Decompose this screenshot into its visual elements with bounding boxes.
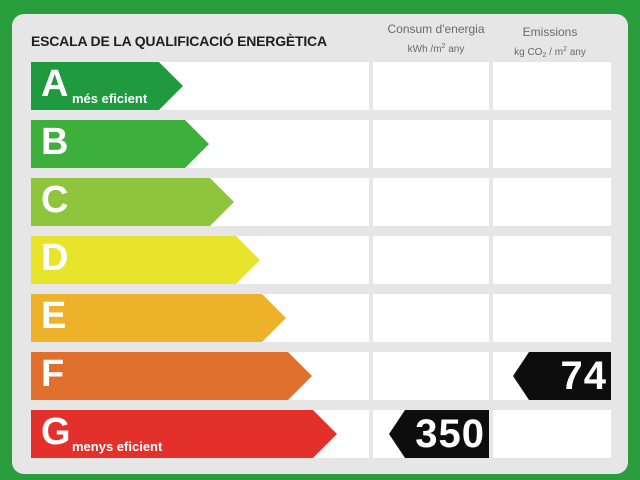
consum-column-header: Consum d'energia kWh /m2 any xyxy=(364,22,508,57)
emissions-value-badge: 74 xyxy=(513,352,611,400)
rating-arrow-c: C xyxy=(31,178,234,226)
emissions-title: Emissions xyxy=(522,25,578,39)
rating-arrow-e: E xyxy=(31,294,286,342)
emissions-value: 74 xyxy=(560,354,607,398)
rating-letter: D xyxy=(41,237,69,279)
rating-letter: G xyxy=(41,411,71,453)
consum-cell xyxy=(373,120,489,168)
emissions-unit: kg CO2 / m2 any xyxy=(514,46,586,59)
consum-value-badge: 350 xyxy=(389,410,489,458)
consum-cell xyxy=(373,62,489,110)
consum-cell xyxy=(373,352,489,400)
rating-label: menys eficient xyxy=(72,439,163,454)
emissions-cell xyxy=(493,178,611,226)
consum-unit: kWh /m2 any xyxy=(407,43,465,55)
rating-arrow-d: D xyxy=(31,236,260,284)
consum-value: 350 xyxy=(415,412,485,456)
consum-cell xyxy=(373,236,489,284)
scale-title: ESCALA DE LA QUALIFICACIÓ ENERGÈTICA xyxy=(31,33,327,49)
rating-letter: F xyxy=(41,353,65,395)
rating-arrow-f: F xyxy=(31,352,312,400)
emissions-cell xyxy=(493,236,611,284)
emissions-column-header: Emissions kg CO2 / m2 any xyxy=(488,25,612,63)
rating-letter: B xyxy=(41,121,69,163)
consum-cell xyxy=(373,294,489,342)
rating-letter: C xyxy=(41,179,69,221)
rating-letter: E xyxy=(41,295,67,337)
emissions-cell xyxy=(493,410,611,458)
rating-arrow-b: B xyxy=(31,120,209,168)
emissions-cell xyxy=(493,294,611,342)
rating-label: més eficient xyxy=(72,91,148,106)
emissions-cell xyxy=(493,120,611,168)
emissions-cell xyxy=(493,62,611,110)
consum-title: Consum d'energia xyxy=(387,22,485,36)
energy-label-card: ESCALA DE LA QUALIFICACIÓ ENERGÈTICA Con… xyxy=(12,14,628,474)
rating-letter: A xyxy=(41,63,69,105)
consum-cell xyxy=(373,178,489,226)
